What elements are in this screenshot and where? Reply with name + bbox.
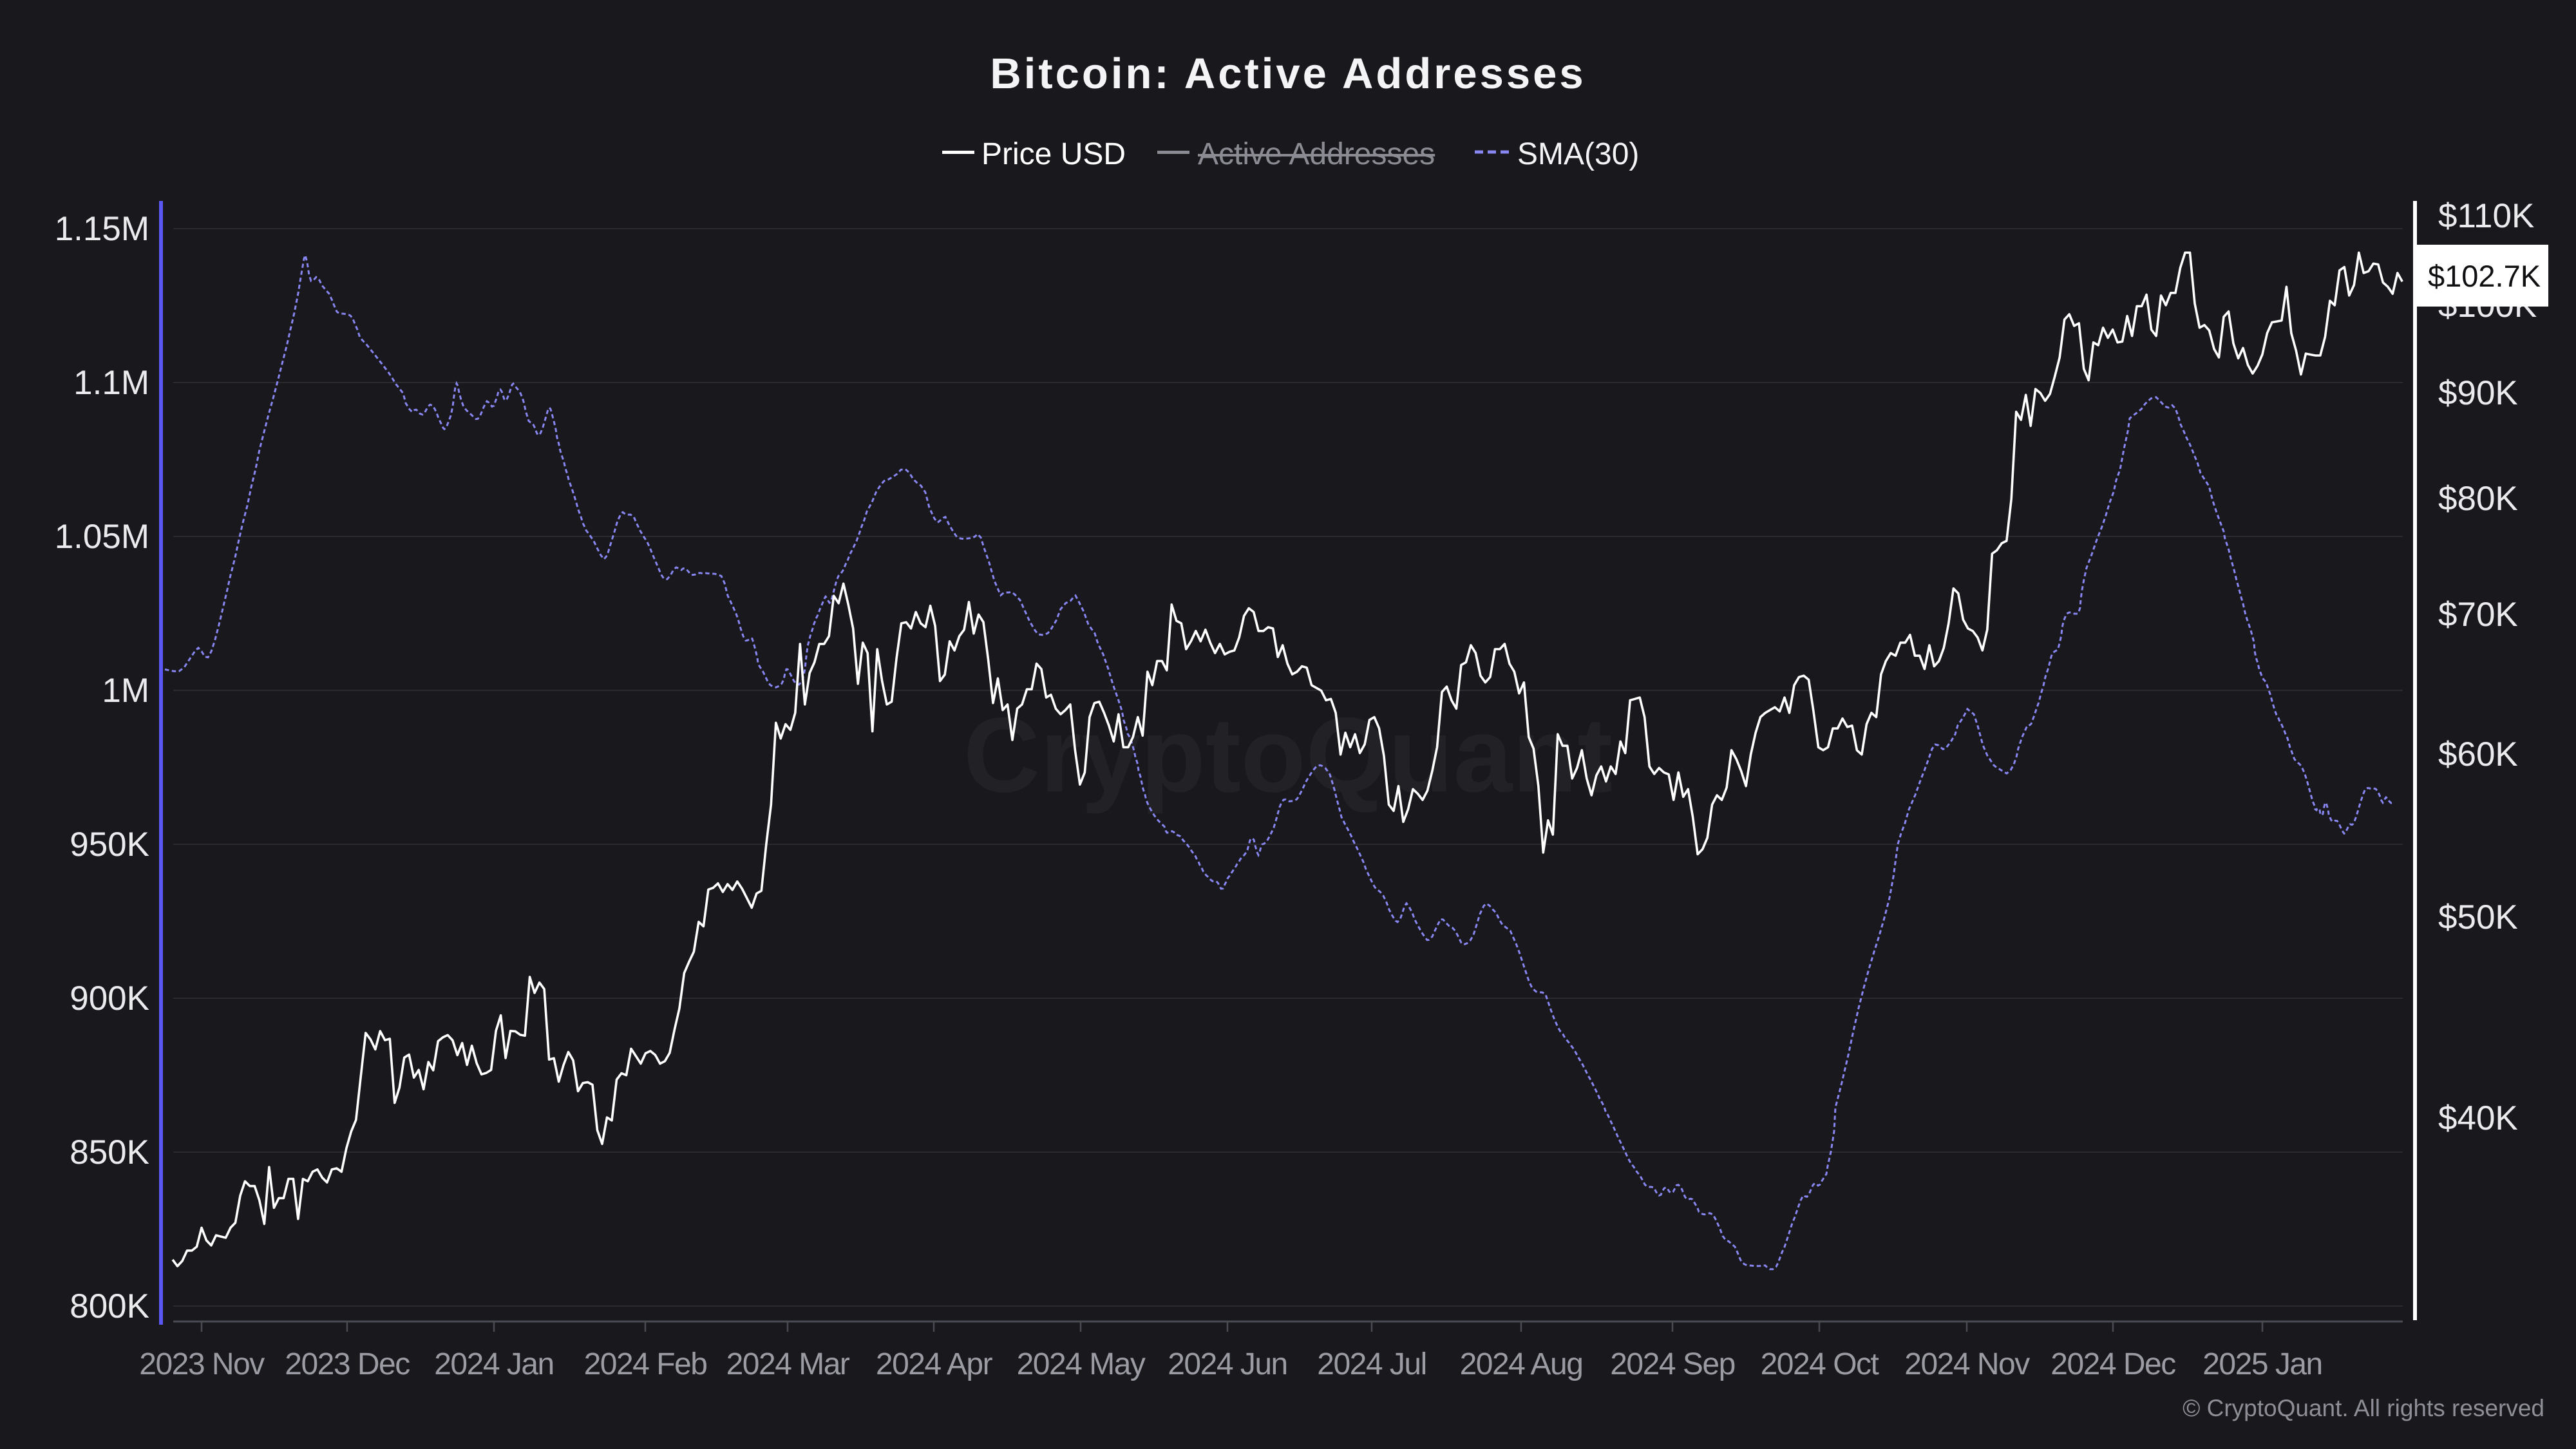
svg-text:2024 Mar: 2024 Mar xyxy=(726,1347,850,1381)
svg-text:850K: 850K xyxy=(70,1133,149,1171)
svg-text:$80K: $80K xyxy=(2438,480,2518,518)
svg-text:1M: 1M xyxy=(102,672,149,710)
svg-text:1.05M: 1.05M xyxy=(55,518,149,556)
svg-text:800K: 800K xyxy=(70,1287,149,1325)
svg-text:$50K: $50K xyxy=(2438,898,2518,936)
svg-text:2025 Jan: 2025 Jan xyxy=(2202,1347,2322,1381)
svg-text:2024 Aug: 2024 Aug xyxy=(1460,1347,1583,1381)
svg-text:2023 Dec: 2023 Dec xyxy=(285,1347,410,1381)
svg-text:2024 Nov: 2024 Nov xyxy=(1904,1347,2030,1381)
svg-text:2023 Nov: 2023 Nov xyxy=(139,1347,265,1381)
svg-text:$90K: $90K xyxy=(2438,374,2518,412)
svg-text:1.1M: 1.1M xyxy=(73,364,149,402)
svg-text:2024 Jan: 2024 Jan xyxy=(434,1347,554,1381)
svg-text:$40K: $40K xyxy=(2438,1099,2518,1137)
svg-text:$102.7K: $102.7K xyxy=(2428,259,2541,293)
svg-text:2024 May: 2024 May xyxy=(1017,1347,1146,1381)
svg-text:$110K: $110K xyxy=(2438,197,2534,235)
svg-text:2024 Feb: 2024 Feb xyxy=(584,1347,707,1381)
svg-text:$60K: $60K xyxy=(2438,735,2518,773)
svg-text:2024 Apr: 2024 Apr xyxy=(876,1347,993,1381)
svg-text:2024 Jul: 2024 Jul xyxy=(1317,1347,1426,1381)
svg-text:2024 Sep: 2024 Sep xyxy=(1610,1347,1735,1381)
svg-text:2024 Dec: 2024 Dec xyxy=(2050,1347,2175,1381)
svg-text:1.15M: 1.15M xyxy=(55,210,149,248)
svg-text:2024 Jun: 2024 Jun xyxy=(1168,1347,1287,1381)
svg-text:950K: 950K xyxy=(70,826,149,864)
svg-text:900K: 900K xyxy=(70,980,149,1018)
svg-text:2024 Oct: 2024 Oct xyxy=(1761,1347,1879,1381)
svg-text:$70K: $70K xyxy=(2438,596,2518,634)
